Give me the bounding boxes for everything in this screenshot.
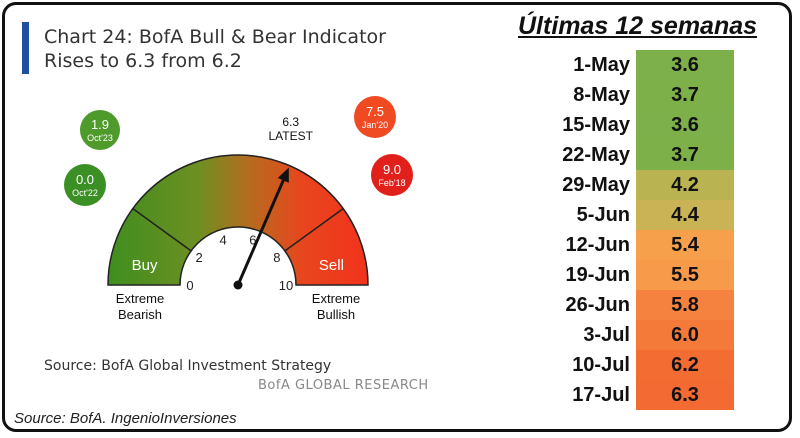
row-date: 12-Jun <box>565 234 630 256</box>
extreme-bearish-label-2: Bearish <box>118 307 162 322</box>
outer-frame <box>2 2 792 432</box>
row-date: 19-Jun <box>565 264 630 286</box>
row-date: 22-May <box>562 144 630 166</box>
row-value: 6.2 <box>636 350 734 380</box>
table-row: 26-Jun 5.8 <box>520 290 736 320</box>
reference-date: Oct'23 <box>87 133 113 143</box>
table-row: 8-May 3.7 <box>520 80 736 110</box>
latest-caption-label: LATEST <box>269 129 314 143</box>
zone-separator <box>284 207 344 252</box>
row-date: 10-Jul <box>572 354 630 376</box>
reference-bubble <box>80 110 120 150</box>
reference-date: Jan'20 <box>362 120 388 130</box>
chart-title: Chart 24: BofA Bull & Bear Indicator <box>44 26 386 48</box>
row-value: 3.6 <box>636 110 734 140</box>
row-value: 5.4 <box>636 230 734 260</box>
reference-bubble <box>64 164 106 206</box>
row-value: 6.3 <box>636 380 734 410</box>
table-row: 17-Jul 6.3 <box>520 380 736 410</box>
row-value: 3.7 <box>636 140 734 170</box>
reference-date: Oct'22 <box>72 188 98 198</box>
table-row: 12-Jun 5.4 <box>520 230 736 260</box>
row-date: 15-May <box>562 114 630 136</box>
extreme-bullish-label: Extreme <box>312 291 360 306</box>
row-date: 26-Jun <box>565 294 630 316</box>
brand-label: BofA GLOBAL RESEARCH <box>258 378 429 393</box>
row-date: 8-May <box>573 84 630 106</box>
sell-zone-label: Sell <box>319 257 344 274</box>
row-date: 29-May <box>562 174 630 196</box>
row-date: 1-May <box>573 54 630 76</box>
row-value: 3.7 <box>636 80 734 110</box>
table-row: 1-May 3.6 <box>520 50 736 80</box>
needle-arrowhead <box>277 167 289 183</box>
gauge-tick-label: 10 <box>279 278 293 293</box>
gauge-needle <box>236 172 288 286</box>
reference-value: 0.0 <box>76 172 94 187</box>
row-date: 17-Jul <box>572 384 630 406</box>
gauge-tick-label: 2 <box>196 250 203 265</box>
row-value: 5.5 <box>636 260 734 290</box>
extreme-bullish-label-2: Bullish <box>317 307 355 322</box>
row-value: 4.4 <box>636 200 734 230</box>
reference-value: 9.0 <box>383 162 401 177</box>
row-value: 6.0 <box>636 320 734 350</box>
image-source: Source: BofA. IngenioInversiones <box>14 410 237 427</box>
row-value: 4.2 <box>636 170 734 200</box>
table-row: 15-May 3.6 <box>520 110 736 140</box>
table-row: 3-Jul 6.0 <box>520 320 736 350</box>
row-value: 5.8 <box>636 290 734 320</box>
zone-separator <box>132 207 192 252</box>
table-row: 10-Jul 6.2 <box>520 350 736 380</box>
gauge-tick-label: 6 <box>249 232 256 247</box>
reference-value: 7.5 <box>366 104 384 119</box>
chart-subtitle: Rises to 6.3 from 6.2 <box>44 50 242 72</box>
gauge-tick-label: 8 <box>273 250 280 265</box>
gauge-tick-label: 0 <box>186 278 193 293</box>
buy-zone-label: Buy <box>132 257 158 274</box>
title-accent-bar <box>22 22 29 74</box>
chart-source: Source: BofA Global Investment Strategy <box>44 358 332 374</box>
row-date: 5-Jun <box>576 204 630 226</box>
reference-bubble <box>371 154 413 196</box>
table-row: 19-Jun 5.5 <box>520 260 736 290</box>
extreme-bearish-label: Extreme <box>116 291 164 306</box>
gauge-arc <box>107 154 369 286</box>
table-row: 22-May 3.7 <box>520 140 736 170</box>
needle-hub <box>233 280 243 290</box>
reference-date: Feb'18 <box>378 178 405 188</box>
table-row: 29-May 4.2 <box>520 170 736 200</box>
row-date: 3-Jul <box>583 324 630 346</box>
gauge-chart: 02 4 6 8 10 Buy Sell Extreme Bearish Extreme… <box>64 96 413 322</box>
gauge-tick-label: 4 <box>220 232 227 247</box>
reference-bubble <box>354 96 396 138</box>
reference-value: 1.9 <box>91 117 109 132</box>
row-value: 3.6 <box>636 50 734 80</box>
weeks-table-title: Últimas 12 semanas <box>518 12 758 40</box>
table-row: 5-Jun 4.4 <box>520 200 736 230</box>
latest-value-label: 6.3 <box>282 115 299 129</box>
